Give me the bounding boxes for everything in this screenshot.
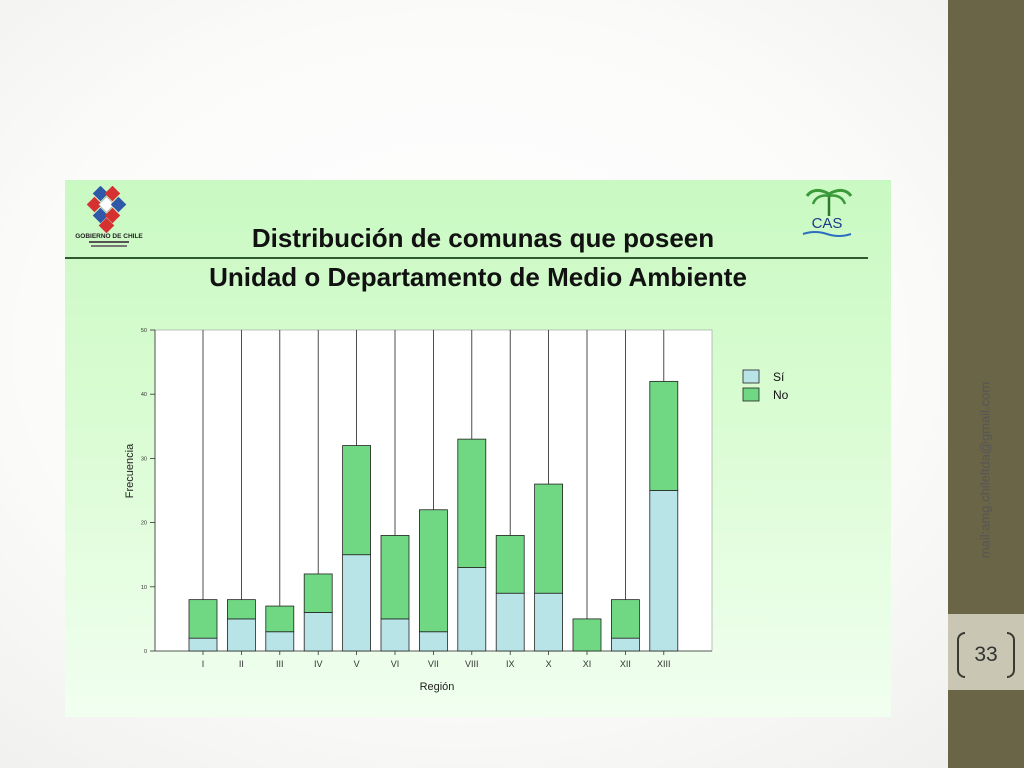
legend-label-no: No xyxy=(773,388,789,402)
gobierno-logo: GOBIERNO DE CHILE xyxy=(73,185,145,255)
y-tick-label: 20 xyxy=(141,521,147,527)
x-tick-label: XII xyxy=(620,659,631,669)
bar-segment-no xyxy=(495,535,525,594)
bar-segment-no xyxy=(534,483,564,594)
y-tick-label: 10 xyxy=(141,585,147,591)
title-divider xyxy=(65,257,868,259)
bar-segment-si xyxy=(303,612,333,652)
bar-segment-no xyxy=(649,380,679,491)
bar-segment-no xyxy=(226,599,256,620)
bar-segment-no xyxy=(418,509,448,633)
x-tick-label: VIII xyxy=(465,659,479,669)
x-tick-label: XI xyxy=(583,659,592,669)
x-tick-label: VII xyxy=(428,659,439,669)
gobierno-logo-text: GOBIERNO DE CHILE xyxy=(75,233,143,240)
bar-segment-no xyxy=(457,438,487,568)
slide-title-line1: Distribución de comunas que poseen xyxy=(251,223,715,253)
bar-segment-no xyxy=(342,445,372,556)
x-tick-label: VI xyxy=(391,659,400,669)
bar-segment-si xyxy=(265,631,295,652)
left-brace xyxy=(957,632,965,678)
page-number-box xyxy=(948,614,1024,690)
slide-title-line2: Unidad o Departamento de Medio Ambiente xyxy=(209,262,747,292)
bar-segment-si xyxy=(380,618,410,652)
x-tick-label: IV xyxy=(314,659,323,669)
y-tick-label: 30 xyxy=(141,456,147,462)
bar-segment-no xyxy=(265,605,295,633)
y-tick-label: 40 xyxy=(141,392,147,398)
x-tick-label: II xyxy=(239,659,244,669)
x-axis-title: Región xyxy=(420,681,455,693)
x-tick-label: III xyxy=(276,659,284,669)
page-number-text: 33 xyxy=(974,643,998,666)
bar-segment-si xyxy=(495,592,525,652)
x-tick-label: I xyxy=(202,659,205,669)
x-tick-label: XIII xyxy=(657,659,671,669)
bar-segment-no xyxy=(303,573,333,613)
legend-label-si: Sí xyxy=(773,370,785,384)
cas-logo-text: CAS xyxy=(812,215,843,232)
bar-segment-si xyxy=(226,618,256,652)
bar-segment-si xyxy=(188,637,218,652)
y-axis-title: Frecuencia xyxy=(124,443,136,498)
bar-segment-si xyxy=(342,554,372,652)
x-tick-label: X xyxy=(546,659,552,669)
bar-segment-no xyxy=(572,618,602,652)
legend-swatch-no xyxy=(742,387,760,402)
bar-segment-si xyxy=(457,567,487,652)
bar-segment-si xyxy=(418,631,448,652)
cas-logo: CAS xyxy=(797,186,857,247)
bar-segment-no xyxy=(188,599,218,639)
bar-segment-si xyxy=(649,490,679,652)
bar-segment-no xyxy=(611,599,640,639)
bar-segment-si xyxy=(611,637,640,652)
legend-swatch-si xyxy=(742,369,760,384)
y-tick-label: 0 xyxy=(144,649,147,655)
footer-email: mail:amg.chileltda@gmail.com xyxy=(977,381,993,559)
bar-segment-no xyxy=(380,535,410,620)
page-number: 33 xyxy=(957,632,1015,678)
right-brace xyxy=(1007,632,1015,678)
bar-segment-si xyxy=(534,592,564,652)
y-tick-label: 50 xyxy=(141,328,147,334)
x-tick-label: IX xyxy=(506,659,515,669)
chart-slide-image: GOBIERNO DE CHILE Distribución de comuna… xyxy=(65,180,891,717)
x-tick-label: V xyxy=(354,659,360,669)
